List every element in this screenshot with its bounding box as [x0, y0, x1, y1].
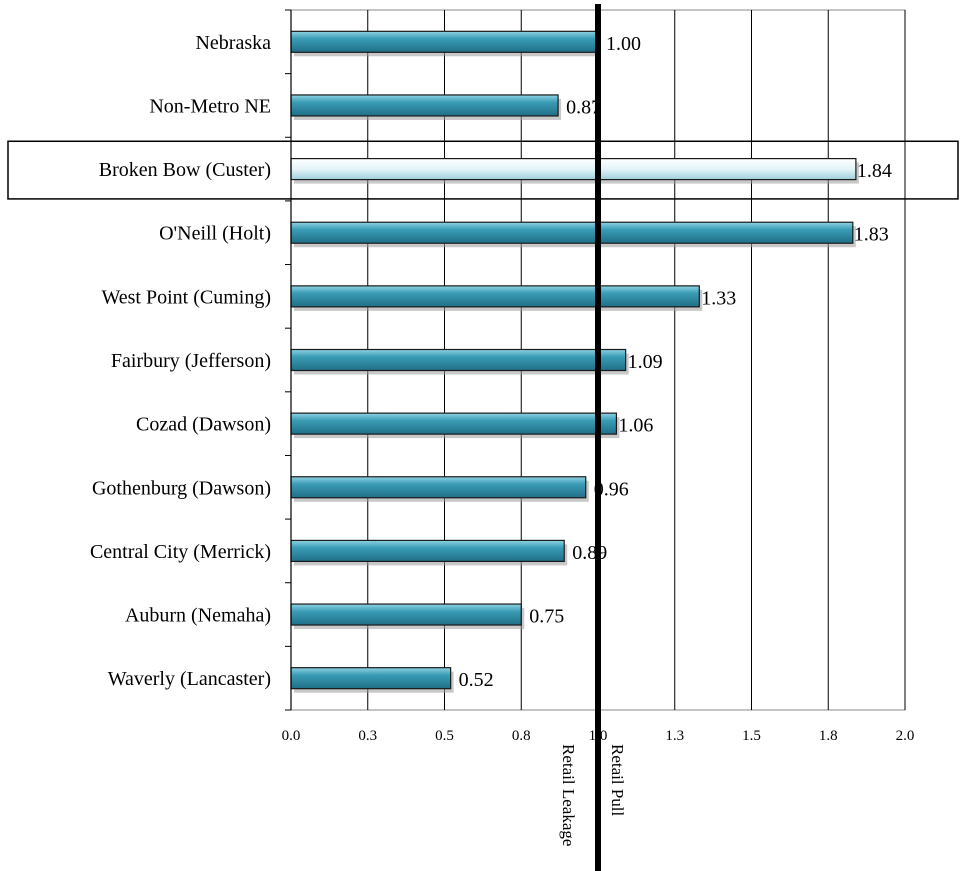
bar: [290, 94, 559, 117]
retail-pull-label: Retail Pull: [608, 744, 627, 817]
category-label: Nebraska: [195, 32, 271, 54]
data-label: 1.84: [857, 160, 892, 182]
category-label: Auburn (Nemaha): [125, 605, 271, 627]
data-label: 0.87: [566, 96, 601, 118]
bar-highlighted: [290, 157, 857, 181]
category-label: Fairbury (Jefferson): [111, 350, 271, 372]
x-tick-label: 2.0: [896, 728, 915, 744]
data-label: 0.96: [594, 478, 629, 500]
data-label: 1.06: [618, 415, 653, 437]
category-label: Waverly (Lancaster): [108, 668, 271, 690]
data-label: 0.75: [529, 606, 564, 628]
x-tick-label: 0.3: [358, 728, 377, 744]
category-label: Central City (Merrick): [90, 541, 271, 563]
bar: [290, 539, 565, 563]
bar: [290, 285, 700, 308]
bar: [290, 30, 599, 53]
bar: [290, 476, 587, 499]
data-label: 0.89: [572, 542, 607, 564]
data-label: 1.09: [628, 351, 663, 373]
category-label: Gothenburg (Dawson): [92, 477, 271, 499]
category-label: Non-Metro NE: [149, 95, 271, 117]
bar: [290, 603, 522, 626]
x-tick-label: 1.3: [665, 728, 684, 744]
data-label: 1.33: [701, 287, 736, 309]
category-label: O'Neill (Holt): [159, 223, 271, 245]
data-label: 1.00: [606, 33, 641, 55]
category-label: Cozad (Dawson): [136, 414, 271, 436]
x-tick-label: 0.8: [512, 728, 531, 744]
x-tick-label: 0.0: [282, 728, 301, 744]
bar: [290, 412, 618, 435]
data-label: 1.83: [854, 224, 889, 246]
category-label: West Point (Cuming): [101, 286, 271, 308]
bar: [290, 348, 627, 372]
bar: [290, 667, 452, 690]
highlight-frame: [7, 140, 959, 200]
x-tick-label: 1.8: [819, 728, 838, 744]
x-tick-label: 1.5: [742, 728, 761, 744]
data-label: 0.52: [459, 669, 494, 691]
x-tick-label: 0.5: [435, 728, 454, 744]
retail-leakage-label: Retail Leakage: [559, 744, 578, 846]
category-label: Broken Bow (Custer): [99, 159, 271, 181]
bar: [290, 221, 854, 244]
